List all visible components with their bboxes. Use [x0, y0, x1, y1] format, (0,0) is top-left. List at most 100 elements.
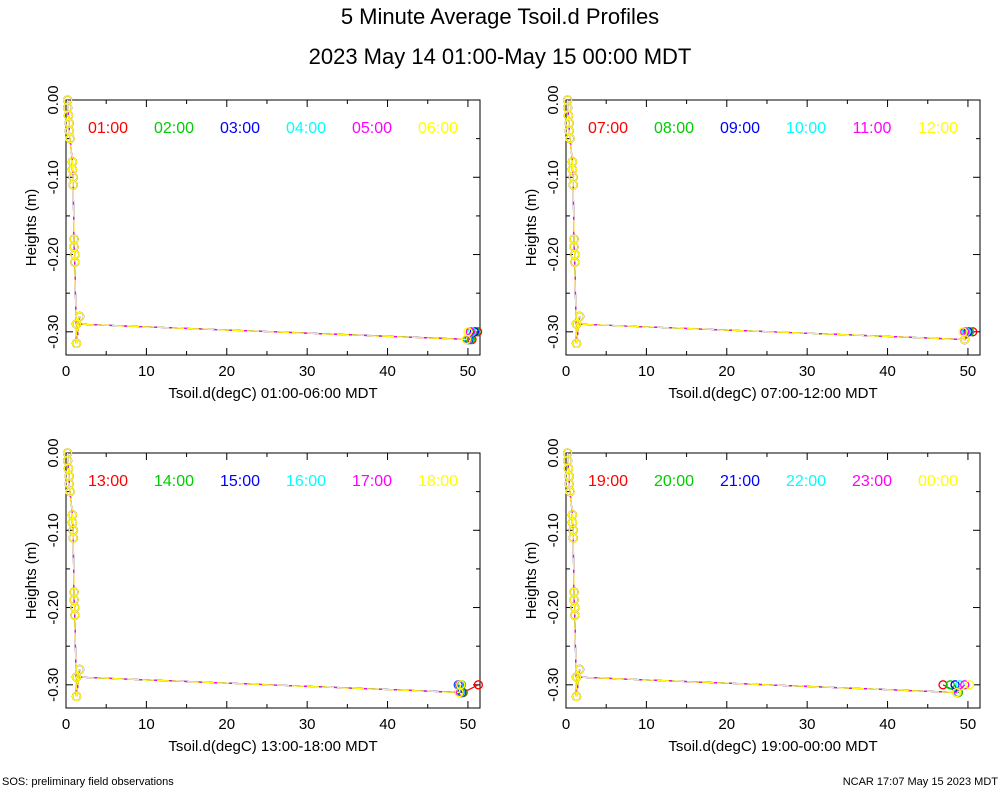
- panel1-x-axis-label: Tsoil.d(degC) 01:00-06:00 MDT: [168, 385, 377, 402]
- panel4-legend-entry: 22:00: [786, 473, 826, 490]
- panel3-legend-entry: 18:00: [418, 473, 458, 490]
- panel4-data-point: [565, 486, 575, 497]
- panel3-y-tick-label: -0.30: [45, 668, 62, 702]
- panel2-legend-entry: 10:00: [786, 120, 826, 137]
- panel3-x-tick-label: 10: [138, 716, 155, 733]
- panel1-legend-entry: 06:00: [418, 120, 458, 137]
- panel1-series-line: [66, 100, 479, 344]
- footer-timestamp: NCAR 17:07 May 15 2023 MDT: [842, 776, 998, 788]
- panel2-x-tick-label: 30: [799, 363, 816, 380]
- panel4-y-axis-label: Heights (m): [523, 542, 540, 620]
- panel2-y-tick-label: 0.00: [545, 85, 562, 114]
- panel1-x-tick-label: 10: [138, 363, 155, 380]
- footer-note: SOS: preliminary field observations: [2, 776, 174, 788]
- panel3-data-point: [65, 486, 75, 497]
- panel2-series-line: [566, 100, 966, 344]
- panel3-x-tick-label: 30: [299, 716, 316, 733]
- page-subtitle: 2023 May 14 01:00-May 15 00:00 MDT: [308, 44, 692, 69]
- panel2-data-point: [565, 133, 575, 144]
- panel4-y-tick-label: -0.10: [545, 513, 562, 547]
- panel4-data-point: [945, 680, 955, 690]
- panel1-series-line: [66, 100, 469, 344]
- panel3-x-tick-label: 20: [218, 716, 235, 733]
- panel4-legend-entry: 23:00: [852, 473, 892, 490]
- panel4-x-tick-label: 20: [718, 716, 735, 733]
- panel2-y-tick-label: -0.30: [545, 315, 562, 349]
- panel2-plot-frame: [565, 99, 981, 356]
- panel2-legend-entry: 08:00: [654, 120, 694, 137]
- panel1-x-tick-label: 20: [218, 363, 235, 380]
- panel4-data-point: [568, 533, 578, 543]
- panel1-data-point: [463, 327, 473, 337]
- panel1-y-tick-label: -0.20: [45, 237, 62, 271]
- panel1-x-tick-label: 40: [379, 363, 396, 380]
- panel4-data-point: [575, 664, 585, 675]
- panel1-data-point: [70, 257, 80, 267]
- panel1-y-tick-label: -0.10: [45, 160, 62, 194]
- panel1-data-point: [71, 338, 82, 349]
- panel4-legend-entry: 00:00: [918, 473, 958, 490]
- panel4-data-point: [960, 680, 970, 690]
- panel4-y-tick-label: -0.20: [545, 590, 562, 624]
- panel2-y-axis-label: Heights (m): [523, 189, 540, 267]
- panel1-series-line: [66, 100, 475, 344]
- panel2-data-point: [575, 311, 585, 322]
- panel2-x-tick-label: 50: [960, 363, 977, 380]
- panel3-data-point: [71, 691, 82, 702]
- panel1-y-tick-label: 0.00: [45, 85, 62, 114]
- panel2-x-tick-label: 0: [562, 363, 570, 380]
- panel4-legend-entry: 20:00: [654, 473, 694, 490]
- panel1-x-tick-label: 0: [62, 363, 70, 380]
- panel1-data-point: [465, 327, 476, 337]
- panel2-legend-entry: 09:00: [720, 120, 760, 137]
- panel1-data-point: [75, 311, 85, 322]
- panel2-legend-entry: 07:00: [588, 120, 628, 137]
- panel3-legend-entry: 16:00: [286, 473, 326, 490]
- panel4-data-point: [571, 691, 582, 702]
- panel4-data-point: [570, 610, 580, 620]
- panel4-x-tick-label: 50: [960, 716, 977, 733]
- panel3-data-point: [70, 610, 80, 620]
- panel1-plot-frame: [65, 99, 481, 356]
- panel2-data-point: [958, 327, 968, 337]
- panel2-data-point: [570, 257, 580, 267]
- panel3-x-axis-label: Tsoil.d(degC) 13:00-18:00 MDT: [168, 738, 377, 755]
- panel3-x-tick-label: 40: [379, 716, 396, 733]
- panel3-y-axis-label: Heights (m): [23, 542, 40, 620]
- panel4-data-point: [964, 680, 975, 690]
- panel2-data-point: [571, 319, 582, 329]
- panel3-legend-entry: 17:00: [352, 473, 392, 490]
- panel3-y-tick-label: -0.20: [45, 590, 62, 624]
- panel3-legend-entry: 14:00: [154, 473, 194, 490]
- panel2-x-axis-label: Tsoil.d(degC) 07:00-12:00 MDT: [668, 385, 877, 402]
- panel1-series-line: [66, 100, 473, 344]
- panel3-series-line: [66, 453, 479, 697]
- panel2-data-point: [571, 338, 582, 349]
- panel3-data-point: [473, 680, 484, 690]
- panel3-y-tick-label: -0.10: [45, 513, 62, 547]
- page-title: 5 Minute Average Tsoil.d Profiles: [340, 4, 660, 29]
- panel3-x-tick-label: 50: [460, 716, 477, 733]
- panel4-x-tick-label: 0: [562, 716, 570, 733]
- panel3-y-tick-label: 0.00: [45, 438, 62, 467]
- panel3-plot-frame: [65, 452, 481, 709]
- panel2-data-point: [568, 180, 578, 190]
- panel4-y-tick-label: 0.00: [545, 438, 562, 467]
- panel1-data-point: [65, 133, 75, 144]
- panel4-x-tick-label: 10: [638, 716, 655, 733]
- panel4-plot-frame: [565, 452, 981, 709]
- panel4-data-point: [571, 672, 582, 682]
- panel2-legend-entry: 12:00: [918, 120, 958, 137]
- panel1-legend-entry: 04:00: [286, 120, 326, 137]
- panel1-y-axis-label: Heights (m): [23, 189, 40, 267]
- panel1-legend-entry: 02:00: [154, 120, 194, 137]
- panel2-legend-entry: 11:00: [853, 120, 892, 137]
- panel1-legend-entry: 05:00: [352, 120, 392, 137]
- panel4-legend-entry: 21:00: [720, 473, 760, 490]
- panel4-series-line: [566, 453, 970, 697]
- panel3-series-line: [66, 453, 462, 697]
- panel2-x-tick-label: 40: [879, 363, 896, 380]
- panel2-x-tick-label: 10: [638, 363, 655, 380]
- panel4-x-tick-label: 30: [799, 716, 816, 733]
